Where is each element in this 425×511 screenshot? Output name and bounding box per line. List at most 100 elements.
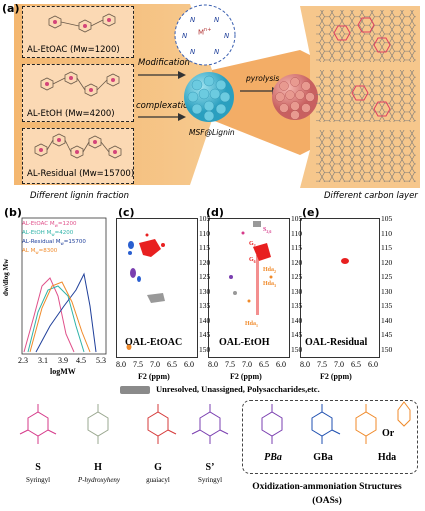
nmr-xtick: 7.0: [242, 360, 252, 369]
legend-item-al: AL Mw=8300: [22, 248, 58, 256]
panel-c-letter: (c): [118, 206, 135, 219]
fraction-label-etoh: AL-EtOH (Mw=4200): [27, 109, 115, 119]
nmr-ytick: 135: [291, 301, 303, 310]
mw-curve-3: [29, 281, 91, 353]
nmr-ytick: 130: [381, 286, 393, 296]
peak-label-s26: S2,6: [263, 227, 272, 235]
nmr-ytick: 105: [291, 214, 303, 223]
nmr-ytick: 135: [381, 301, 393, 310]
mw-chart-ylabel: dw/dlog Mw: [2, 258, 10, 296]
mw-xtick: 4.5: [76, 356, 86, 365]
panel-e-letter: (e): [302, 206, 320, 219]
nmr-xtick: 6.0: [184, 360, 194, 369]
structure-s-prime-letter: S’: [205, 462, 215, 473]
nmr-xtick: 7.0: [150, 360, 160, 369]
carbon-caption: Different carbon layer: [324, 191, 418, 201]
nmr-xtick: 6.5: [259, 360, 269, 369]
mw-xtick: 5.3: [96, 356, 106, 365]
nmr-panel-e: OAL-Residual: [300, 218, 380, 358]
nmr-d-yticks: 105 110 115 120 125 130 135 140 145 150: [290, 214, 306, 364]
structures-svg: [19, 401, 411, 444]
fraction-box-etoac: AL-EtOAC (Mw=1200): [22, 6, 134, 58]
legend-item-residual: AL-Residual Mw=15700: [22, 239, 86, 247]
nmr-ytick: 130: [199, 286, 211, 296]
nmr-ytick: 115: [291, 243, 302, 252]
nmr-xtick: 6.5: [167, 360, 177, 369]
nmr-xtick: 6.0: [368, 360, 378, 369]
lignin-structure-icon: [34, 133, 122, 159]
nmr-xtick: 7.5: [317, 360, 327, 369]
nmr-ytick: 110: [199, 228, 210, 238]
complexation-arrow-icon: [138, 113, 186, 121]
nmr-ytick: 115: [199, 243, 210, 252]
mw-plot-frame: [21, 217, 107, 355]
nmr-panel-c: OAL-EtOAC: [116, 218, 198, 358]
mw-xlabel: logMW: [50, 367, 76, 376]
nmr-ytick: 125: [199, 272, 211, 281]
fraction-box-residual: AL-Residual (Mw=15700): [22, 128, 134, 184]
nmr-ytick: 145: [291, 330, 303, 339]
oas-title: Oxidization-ammoniation Structures: [252, 482, 402, 492]
nmr-xtick: 8.0: [116, 360, 126, 369]
nmr-ytick: 130: [291, 286, 303, 296]
structures-row: S Syringyl H P-hydroxyheny G guaiacyl S’…: [0, 398, 425, 511]
oas-abbr: (OASs): [312, 496, 342, 506]
legend-item-etoh: AL-EtOH Mw=4200: [22, 230, 74, 238]
carbon-layers-icon: [316, 10, 416, 182]
nmr-d-title: OAL-EtOH: [219, 337, 270, 348]
peak-label-hda1: Hda1: [245, 321, 259, 329]
nmr-ytick: 145: [199, 330, 211, 339]
complexation-label: complexation: [136, 101, 194, 111]
peak-label-hda3: Hda3: [263, 281, 277, 289]
fraction-label-etoac: AL-EtOAC (Mw=1200): [27, 45, 120, 55]
mw-xticks: 2.3 3.1 3.9 4.5 5.3: [18, 356, 110, 368]
structure-g-letter: G: [154, 462, 162, 473]
nmr-e-xlabel: F2 (ppm): [320, 372, 352, 381]
peak-label-hda2: Hda2: [263, 267, 277, 275]
modification-label: Modification: [138, 58, 190, 68]
msf-sphere-icon: [184, 72, 234, 122]
panel-a: (a) AL-EtOAC (Mw=1200) AL-EtOH (Mw=4: [0, 0, 425, 208]
nmr-d-xlabel: F2 (ppm): [230, 372, 262, 381]
structure-h-letter: H: [94, 462, 102, 473]
fraction-caption: Different lignin fraction: [30, 191, 130, 201]
nmr-c-xticks: 8.0 7.5 7.0 6.5 6.0: [116, 360, 200, 370]
nmr-c-xlabel: F2 (ppm): [138, 372, 170, 381]
mw-xtick: 3.9: [58, 356, 68, 365]
mw-xtick: 2.3: [18, 356, 28, 365]
nmr-xtick: 8.0: [300, 360, 310, 369]
peak-label-g6: G6: [249, 257, 256, 265]
unresolved-swatch: [120, 386, 150, 394]
nmr-e-yticks: 105 110 115 120 125 130 135 140 145 150: [380, 214, 410, 364]
nmr-ytick: 140: [381, 315, 393, 325]
svg-text:N: N: [190, 48, 196, 56]
nmr-xtick: 7.5: [225, 360, 235, 369]
panel-a-letter: (a): [2, 2, 20, 15]
nmr-ytick: 125: [381, 272, 393, 281]
mw-legend: AL-EtOAC Mw=1200 AL-EtOH Mw=4200 AL-Resi…: [22, 221, 102, 261]
mw-curve-0: [23, 277, 75, 353]
nmr-ytick: 150: [381, 344, 393, 354]
mw-curve-1: [27, 285, 85, 353]
svg-text:N: N: [214, 16, 220, 24]
nmr-ytick: 140: [291, 315, 303, 325]
fraction-label-residual: AL-Residual (Mw=15700): [27, 169, 135, 179]
lignin-structure-icon: [40, 71, 120, 97]
nmr-ytick: 105: [381, 214, 393, 223]
mw-curve-2: [35, 272, 97, 353]
metal-label: Mn+: [198, 27, 212, 37]
svg-text:N: N: [182, 32, 188, 40]
nmr-ytick: 105: [199, 214, 211, 223]
mw-chart: dw/dlog Mw: [2, 216, 108, 356]
panel-d-letter: (d): [206, 206, 224, 219]
nmr-c-yticks: 105 110 115 120 125 130 135 140 145 150: [198, 214, 210, 364]
svg-text:N: N: [224, 32, 230, 40]
nmr-ytick: 110: [381, 228, 392, 238]
oas-hda-letter: Hda: [377, 452, 397, 463]
structure-h-name: P-hydroxyheny: [77, 476, 121, 484]
nmr-ytick: 120: [199, 257, 211, 267]
nmr-ytick: 125: [291, 272, 303, 281]
svg-text:N: N: [190, 16, 196, 24]
modification-arrow-icon: [138, 71, 186, 79]
